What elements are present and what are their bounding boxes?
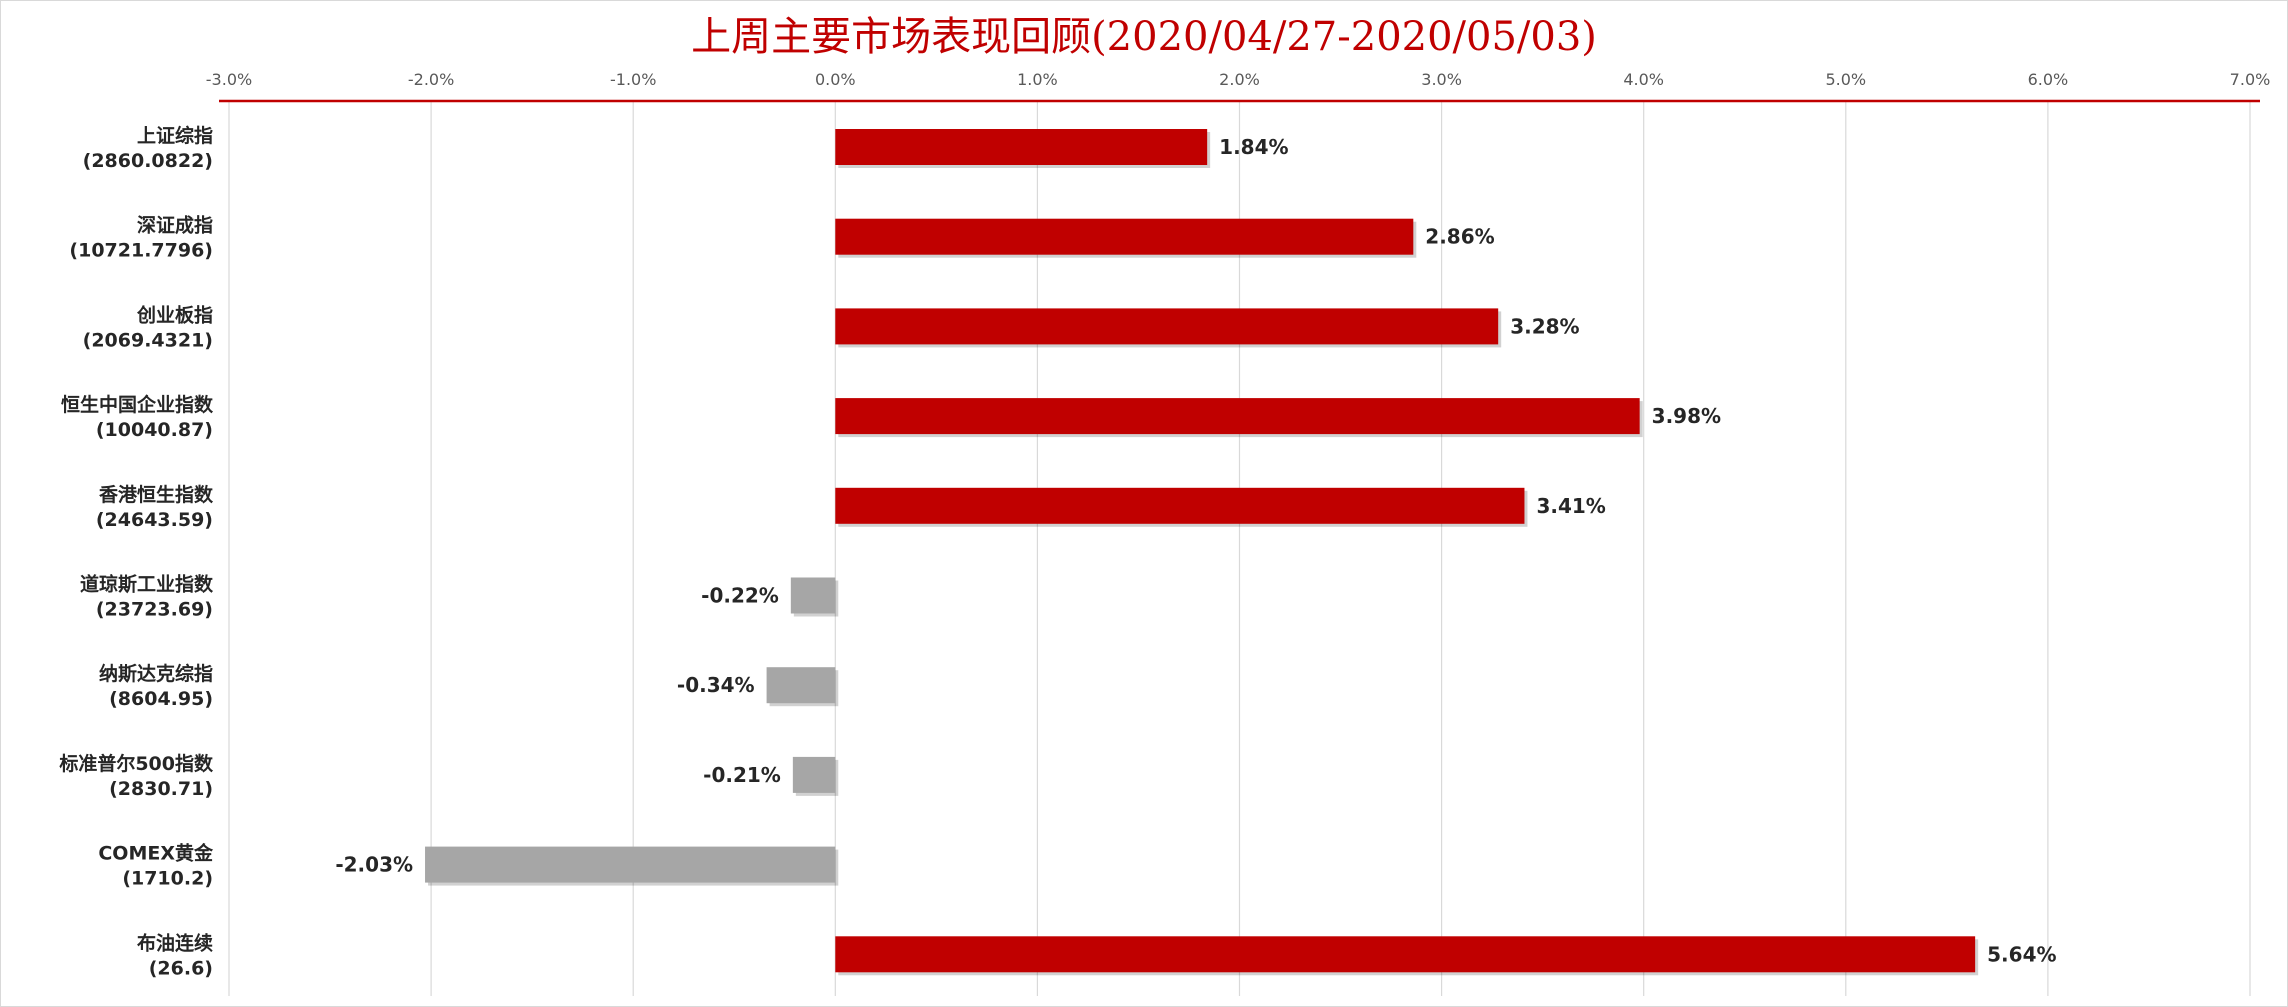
data-label: -0.34% bbox=[677, 673, 755, 697]
x-tick-label: -2.0% bbox=[408, 70, 454, 89]
category-label: 布油连续 bbox=[137, 931, 213, 954]
category-label: 标准普尔500指数 bbox=[59, 752, 214, 775]
category-label: COMEX黄金 bbox=[98, 842, 214, 865]
category-value-label: (8604.95) bbox=[109, 688, 213, 710]
bar bbox=[792, 756, 836, 793]
x-tick-label: -3.0% bbox=[206, 70, 252, 89]
data-labels: 1.84% 2.86% 3.28% 3.98% 3.41% -0.22% -0.34% -0.… bbox=[335, 135, 2056, 966]
data-label: -0.21% bbox=[703, 763, 781, 787]
x-tick-label: 6.0% bbox=[2028, 70, 2069, 89]
data-label: 3.28% bbox=[1510, 314, 1579, 338]
data-label: 3.41% bbox=[1536, 494, 1605, 518]
category-value-label: (24643.59) bbox=[96, 509, 213, 531]
bar bbox=[835, 487, 1525, 524]
bar bbox=[766, 667, 836, 704]
x-tick-label: -1.0% bbox=[610, 70, 656, 89]
category-label: 纳斯达克综指 bbox=[99, 662, 213, 685]
category-label: 香港恒生指数 bbox=[98, 483, 214, 506]
x-tick-label: 1.0% bbox=[1017, 70, 1058, 89]
x-tick-label: 5.0% bbox=[1825, 70, 1866, 89]
x-tick-label: 0.0% bbox=[815, 70, 856, 89]
data-label: 3.98% bbox=[1652, 404, 1721, 428]
data-label: 5.64% bbox=[1987, 942, 2056, 966]
data-label: 2.86% bbox=[1425, 225, 1494, 249]
category-value-label: (10721.7796) bbox=[69, 240, 213, 262]
bar bbox=[835, 129, 1208, 165]
category-value-label: (2069.4321) bbox=[83, 329, 213, 351]
category-value-label: (1710.2) bbox=[122, 868, 213, 890]
x-tick-label: 4.0% bbox=[1623, 70, 1664, 89]
bar bbox=[835, 936, 1976, 973]
category-label: 创业板指 bbox=[136, 303, 213, 326]
category-value-label: (2860.0822) bbox=[83, 150, 213, 172]
category-value-label: (23723.69) bbox=[96, 599, 213, 621]
category-value-label: (2830.71) bbox=[109, 778, 213, 800]
bar bbox=[835, 308, 1499, 345]
chart-title: 上周主要市场表现回顾(2020/04/27-2020/05/03) bbox=[691, 14, 1597, 60]
bar bbox=[835, 398, 1640, 435]
category-label: 上证综指 bbox=[137, 124, 213, 147]
bar bbox=[835, 218, 1414, 255]
x-tick-label: 3.0% bbox=[1421, 70, 1462, 89]
x-tick-label: 7.0% bbox=[2230, 70, 2271, 89]
data-label: -0.22% bbox=[701, 584, 779, 608]
x-tick-label: 2.0% bbox=[1219, 70, 1260, 89]
x-axis-tick-labels: -3.0% -2.0% -1.0% 0.0% 1.0% 2.0% 3.0% 4.0% 5.0% 6… bbox=[206, 70, 2271, 89]
bar bbox=[425, 846, 836, 883]
category-value-label: (26.6) bbox=[149, 957, 213, 979]
category-label: 深证成指 bbox=[137, 214, 213, 237]
data-label: -2.03% bbox=[335, 853, 413, 877]
bars bbox=[425, 129, 1979, 976]
category-labels: 上证综指 (2860.0822) 深证成指 (10721.7796) 创业板指 (2069… bbox=[59, 124, 214, 979]
category-value-label: (10040.87) bbox=[96, 419, 213, 441]
category-label: 恒生中国企业指数 bbox=[61, 393, 214, 416]
data-label: 1.84% bbox=[1219, 135, 1288, 159]
category-label: 道琼斯工业指数 bbox=[80, 573, 214, 596]
bar bbox=[790, 577, 836, 614]
